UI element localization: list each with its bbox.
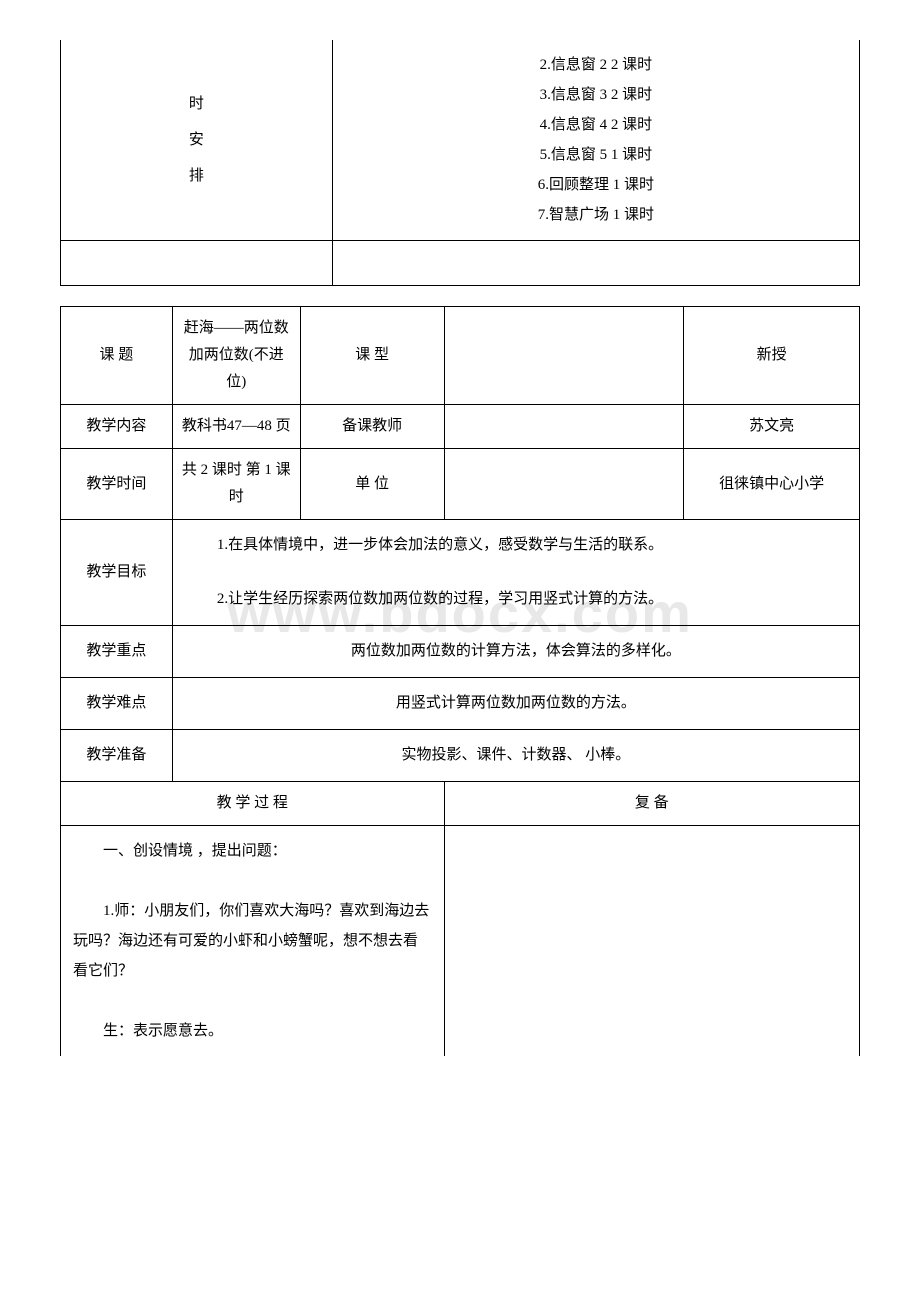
prep-label: 教学准备: [61, 730, 173, 782]
schedule-left-cell: 时 安 排: [61, 40, 333, 241]
lesson-plan-table: 课 题 赶海——两位数加两位数(不进位) 课 型 新授 教学内容 教科书47—4…: [60, 306, 860, 1056]
process-content: 一、创设情境 ，提出问题： 1.师：小朋友们，你们喜欢大海吗？喜欢到海边去玩吗？…: [61, 826, 445, 1057]
schedule-line: 7.智慧广场 1 课时: [345, 200, 847, 230]
schedule-line: 6.回顾整理 1 课时: [345, 170, 847, 200]
schedule-line: 3.信息窗 3 2 课时: [345, 80, 847, 110]
content-label: 教学内容: [61, 405, 173, 449]
unit-label: 单 位: [300, 449, 444, 520]
time-label: 教学时间: [61, 449, 173, 520]
schedule-line: 4.信息窗 4 2 课时: [345, 110, 847, 140]
schedule-line: 2.信息窗 2 2 课时: [345, 50, 847, 80]
objective-label: 教学目标: [61, 520, 173, 626]
process-header: 教 学 过 程: [61, 782, 445, 826]
difficulty-content: 用竖式计算两位数加两位数的方法。: [172, 678, 859, 730]
empty-cell: [61, 241, 333, 286]
teacher-value: 苏文亮: [684, 405, 860, 449]
time-value: 共 2 课时 第 1 课时: [172, 449, 300, 520]
type-value: 新授: [684, 307, 860, 405]
blank-cell: [444, 449, 684, 520]
schedule-table: 时 安 排 2.信息窗 2 2 课时 3.信息窗 3 2 课时 4.信息窗 4 …: [60, 40, 860, 286]
content-value: 教科书47—48 页: [172, 405, 300, 449]
keypoint-content: 两位数加两位数的计算方法，体会算法的多样化。: [172, 626, 859, 678]
empty-cell: [332, 241, 859, 286]
schedule-right-cell: 2.信息窗 2 2 课时 3.信息窗 3 2 课时 4.信息窗 4 2 课时 5…: [332, 40, 859, 241]
topic-value: 赶海——两位数加两位数(不进位): [172, 307, 300, 405]
prep-content: 实物投影、课件、计数器、 小棒。: [172, 730, 859, 782]
objective-content: 1.在具体情境中，进一步体会加法的意义，感受数学与生活的联系。 2.让学生经历探…: [172, 520, 859, 626]
teacher-label: 备课教师: [300, 405, 444, 449]
review-blank: [444, 826, 860, 1057]
difficulty-label: 教学难点: [61, 678, 173, 730]
schedule-line: 5.信息窗 5 1 课时: [345, 140, 847, 170]
topic-label: 课 题: [61, 307, 173, 405]
type-label: 课 型: [300, 307, 444, 405]
keypoint-label: 教学重点: [61, 626, 173, 678]
blank-cell: [444, 405, 684, 449]
blank-cell: [444, 307, 684, 405]
unit-value: 徂徕镇中心小学: [684, 449, 860, 520]
review-header: 复 备: [444, 782, 860, 826]
